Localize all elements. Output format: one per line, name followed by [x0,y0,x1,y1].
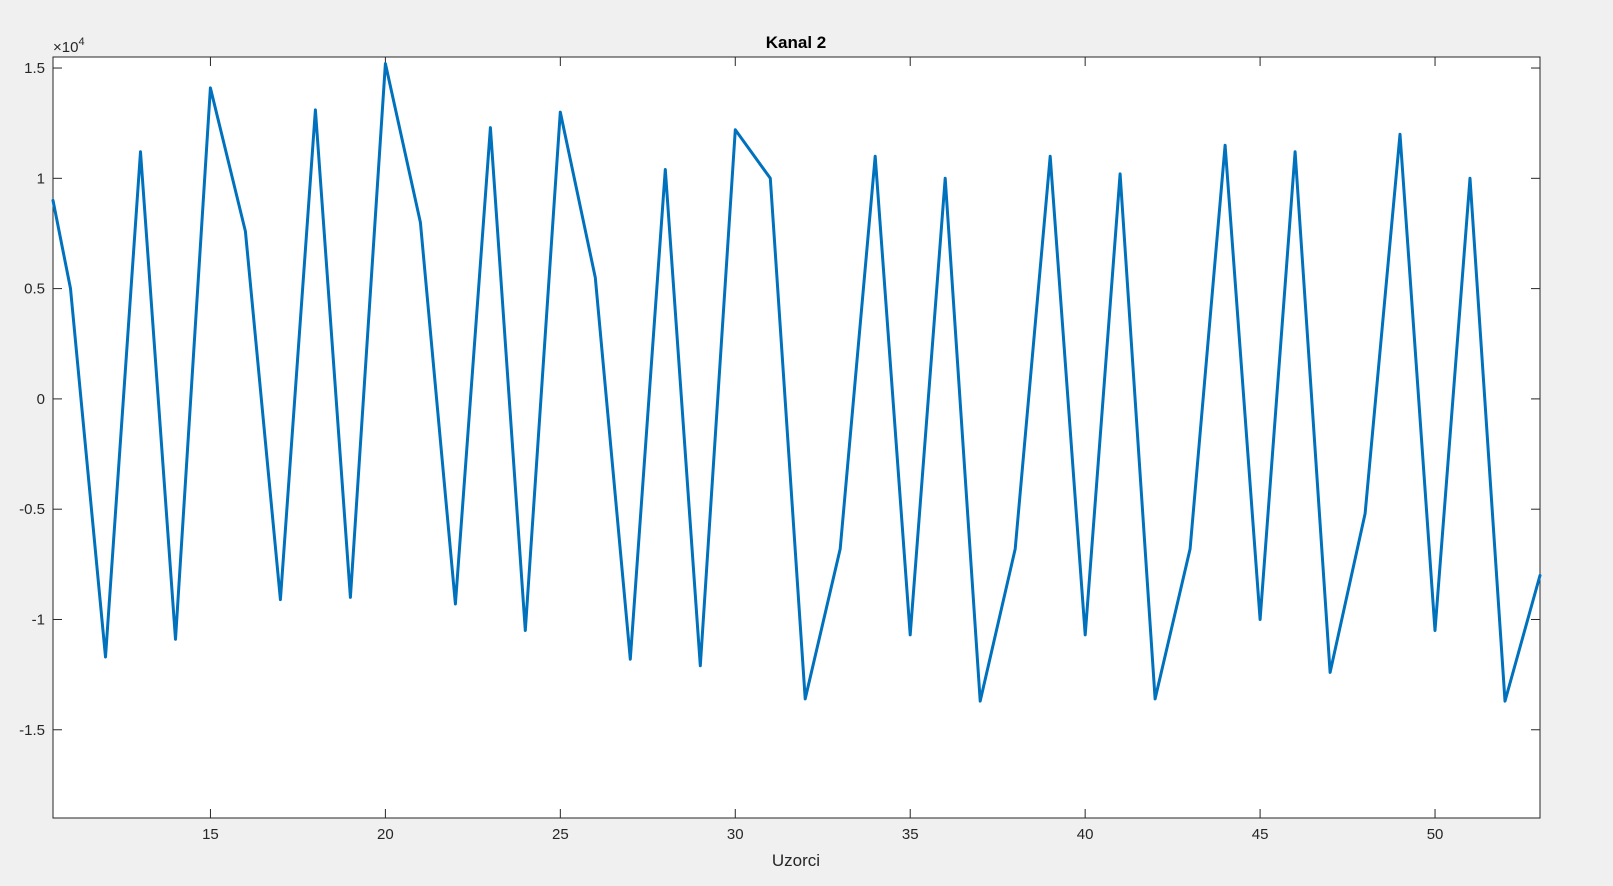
y-tick-label: 0.5 [24,281,45,298]
series-line [51,62,1542,703]
x-tick-label: 20 [377,826,394,843]
x-tick-label: 40 [1077,826,1094,843]
y-tick-label: -1 [32,611,45,628]
chart-title: Kanal 2 [766,33,826,52]
x-axis-ticks: 15 20 25 30 35 40 45 50 [202,57,1443,843]
x-tick-label: 50 [1427,826,1444,843]
x-axis-label: Uzorci [772,851,820,870]
y-axis-exponent: ×104 [53,36,85,56]
series-layer [51,62,1542,703]
x-tick-label: 25 [552,826,569,843]
x-tick-label: 30 [727,826,744,843]
y-tick-label: -0.5 [19,501,45,518]
plot-area [52,56,1541,819]
y-tick-label: 0 [37,391,45,408]
x-tick-label: 35 [902,826,919,843]
y-axis-exponent-power: 4 [78,36,84,48]
y-axis-ticks: 1.5 1 0.5 0 -0.5 -1 -1.5 [19,60,1540,739]
x-tick-label: 15 [202,826,219,843]
y-tick-label: -1.5 [19,722,45,739]
y-axis-exponent-base: ×10 [53,39,78,56]
y-tick-label: 1 [37,170,45,187]
x-tick-label: 45 [1252,826,1269,843]
y-tick-label: 1.5 [24,60,45,77]
